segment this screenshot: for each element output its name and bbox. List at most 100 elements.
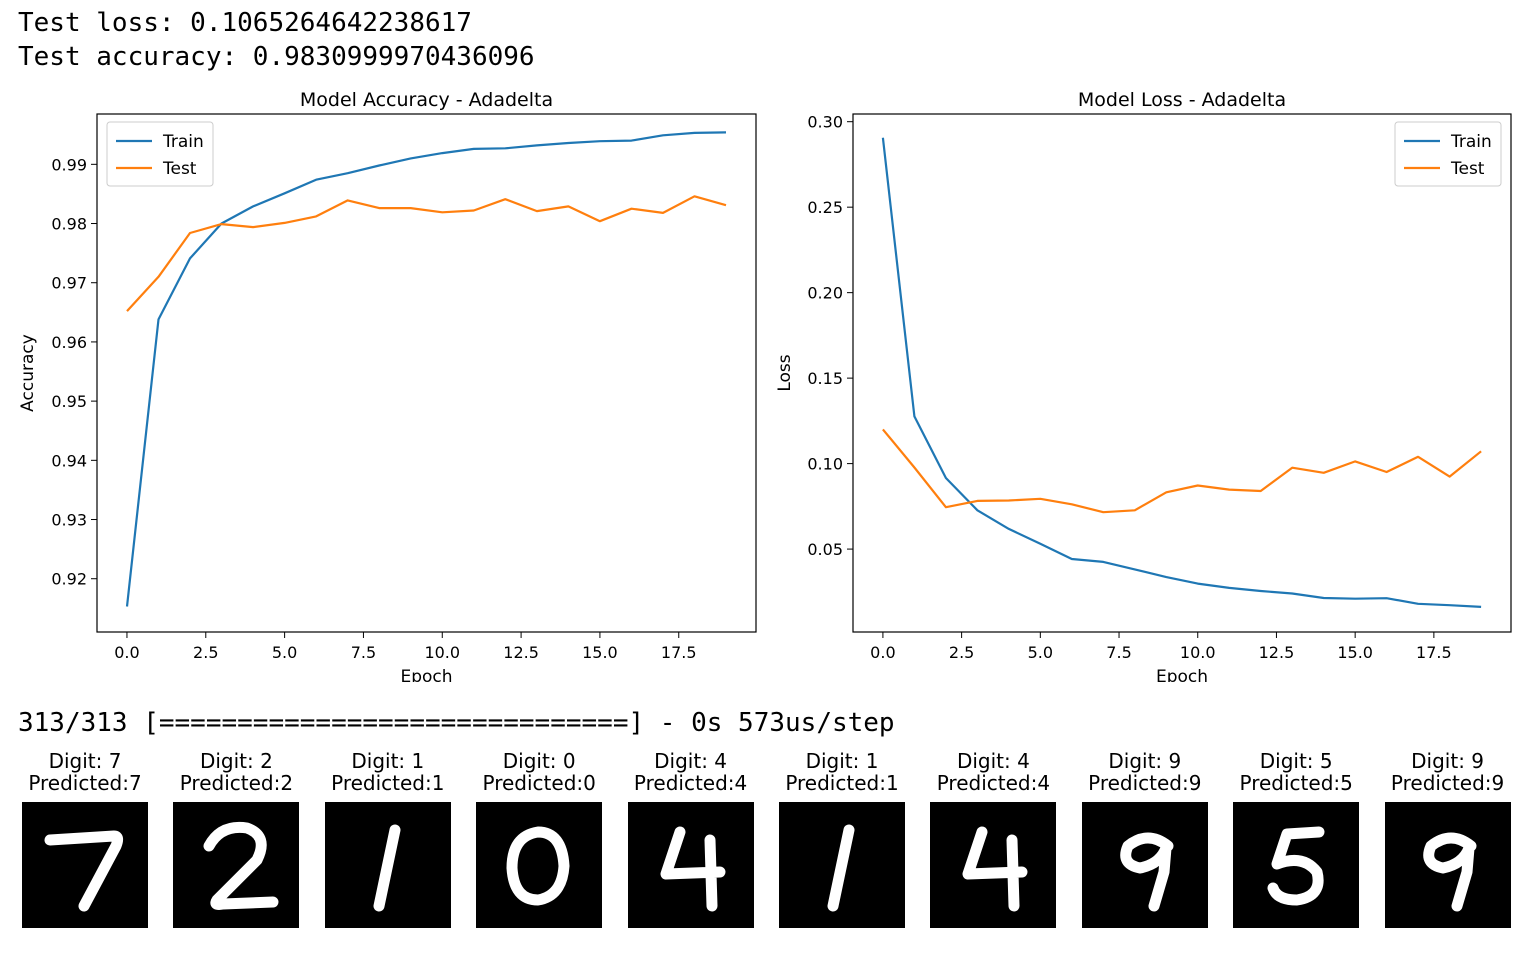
- digit-image: [627, 802, 754, 928]
- predicted-label: Predicted:2: [179, 771, 294, 795]
- digit-label: Digit: 5: [1259, 749, 1333, 773]
- loss-series-train-line: [881, 137, 1482, 608]
- acc-x-tick-label: 0.0: [114, 643, 139, 662]
- digit-label: Digit: 2: [199, 749, 273, 773]
- digit-stroke: [506, 826, 570, 906]
- loss-x-tick-label: 17.5: [1416, 643, 1452, 662]
- digit-stroke: [1267, 826, 1325, 906]
- digit-stroke: [962, 826, 1028, 912]
- digit-card: Digit: 4 Predicted:4: [611, 750, 771, 928]
- loss-chart: Model Loss - Adadelta 0.0 2.5 5.0 7.5 10.0 12.…: [775, 89, 1512, 682]
- acc-y-tick-label: 0.96: [51, 333, 87, 352]
- digit-image: [779, 802, 905, 928]
- digit-predictions-row: Digit: 7 Predicted:7 Digit: 2 Predicted:2 Di…: [0, 750, 1530, 940]
- acc-x-tick-label: 12.5: [503, 643, 539, 662]
- digit-stroke: [827, 824, 855, 912]
- loss-legend-label-train: Train: [1450, 132, 1492, 152]
- predicted-label: Predicted:4: [936, 771, 1051, 795]
- loss-x-tick-label: 10.0: [1180, 643, 1216, 662]
- digit-stroke: [1120, 832, 1174, 912]
- digit-stroke: [44, 830, 124, 912]
- test-accuracy-text: Test accuracy: 0.9830999970436096: [18, 42, 535, 72]
- acc-x-tick-label: 5.0: [272, 643, 297, 662]
- digit-card: Digit: 9 Predicted:9: [1065, 750, 1225, 928]
- acc-series-test-line: [126, 195, 727, 312]
- loss-x-tick-label: 12.5: [1259, 643, 1295, 662]
- digit-label: Digit: 1: [805, 749, 879, 773]
- loss-y-tick-label: 0.15: [807, 369, 843, 388]
- digit-stroke: [373, 824, 401, 912]
- progress-bar-text: 313/313 [==============================]…: [18, 708, 895, 738]
- digit-image: [1233, 802, 1360, 928]
- acc-x-tick-label: 10.0: [424, 643, 460, 662]
- digit-card: Digit: 9 Predicted:9: [1368, 750, 1528, 928]
- acc-chart-title: Model Accuracy - Adadelta: [300, 89, 553, 111]
- acc-x-tick-label: 15.0: [582, 643, 618, 662]
- loss-legend: Train Test: [1394, 121, 1502, 187]
- acc-x-tick-label: 7.5: [351, 643, 376, 662]
- acc-plot-frame: [96, 113, 757, 633]
- loss-x-tick-label: 5.0: [1028, 643, 1053, 662]
- loss-y-axis-label: Loss: [775, 354, 795, 391]
- loss-y-tick-label: 0.10: [807, 455, 843, 474]
- loss-legend-box: [1394, 121, 1502, 187]
- loss-y-tick-label: 0.25: [807, 198, 843, 217]
- loss-chart-title: Model Loss - Adadelta: [1078, 89, 1286, 111]
- digit-image: [173, 802, 300, 928]
- acc-x-axis-label: Epoch: [400, 667, 452, 682]
- digit-label: Digit: 7: [48, 749, 122, 773]
- predicted-label: Predicted:7: [28, 771, 142, 795]
- predicted-label: Predicted:1: [785, 771, 899, 795]
- digit-card: Digit: 7 Predicted:7: [5, 750, 165, 928]
- digit-image: [324, 802, 451, 928]
- acc-legend-label-train: Train: [162, 132, 204, 152]
- loss-y-tick-label: 0.05: [807, 540, 843, 559]
- loss-legend-label-test: Test: [1450, 159, 1485, 179]
- acc-legend-box: [106, 121, 214, 187]
- predicted-label: Predicted:5: [1239, 771, 1353, 795]
- acc-series-train-line: [125, 131, 727, 607]
- digit-card: Digit: 2 Predicted:2: [156, 750, 316, 928]
- acc-y-tick-label: 0.98: [51, 215, 87, 234]
- acc-y-tick-label: 0.94: [51, 451, 87, 470]
- accuracy-chart: Model Accuracy - Adadelta 0.0 2.5 5.0 7.5 10.…: [18, 89, 757, 682]
- predicted-label: Predicted:9: [1390, 771, 1505, 795]
- digit-image: [22, 802, 148, 928]
- acc-y-tick-label: 0.93: [51, 511, 87, 530]
- acc-x-tick-label: 2.5: [193, 643, 218, 662]
- digit-label: Digit: 4: [956, 749, 1030, 773]
- acc-y-axis-label: Accuracy: [18, 334, 38, 412]
- digit-card: Digit: 1 Predicted:1: [308, 750, 468, 928]
- loss-x-tick-label: 0.0: [870, 643, 895, 662]
- acc-y-tick-label: 0.99: [51, 155, 87, 174]
- acc-y-tick-label: 0.92: [51, 570, 87, 589]
- loss-x-tick-label: 2.5: [949, 643, 974, 662]
- acc-legend-label-test: Test: [162, 159, 197, 179]
- loss-y-tick-label: 0.20: [807, 284, 843, 303]
- digit-label: Digit: 9: [1411, 749, 1485, 773]
- acc-x-tick-label: 17.5: [661, 643, 697, 662]
- digit-card: Digit: 1 Predicted:1: [762, 750, 922, 928]
- digit-label: Digit: 9: [1108, 749, 1182, 773]
- loss-series-test-line: [882, 428, 1482, 514]
- digit-image: [1384, 802, 1511, 928]
- digit-label: Digit: 0: [502, 749, 576, 773]
- loss-x-tick-label: 7.5: [1106, 643, 1131, 662]
- loss-x-tick-label: 15.0: [1337, 643, 1373, 662]
- digit-image: [476, 802, 603, 928]
- acc-y-tick-label: 0.97: [51, 274, 87, 293]
- predicted-label: Predicted:4: [633, 771, 748, 795]
- test-loss-text: Test loss: 0.1065264642238617: [18, 8, 472, 38]
- predicted-label: Predicted:0: [482, 771, 596, 795]
- predicted-label: Predicted:1: [331, 771, 445, 795]
- predicted-label: Predicted:9: [1088, 771, 1202, 795]
- digit-image: [1081, 802, 1208, 928]
- digit-label: Digit: 1: [351, 749, 425, 773]
- digit-label: Digit: 4: [654, 749, 728, 773]
- digit-stroke: [660, 826, 726, 912]
- digit-stroke: [1422, 832, 1477, 912]
- loss-x-axis-label: Epoch: [1156, 667, 1208, 682]
- loss-plot-frame: [852, 113, 1512, 633]
- acc-legend: Train Test: [106, 121, 214, 187]
- digit-card: Digit: 5 Predicted:5: [1216, 750, 1376, 928]
